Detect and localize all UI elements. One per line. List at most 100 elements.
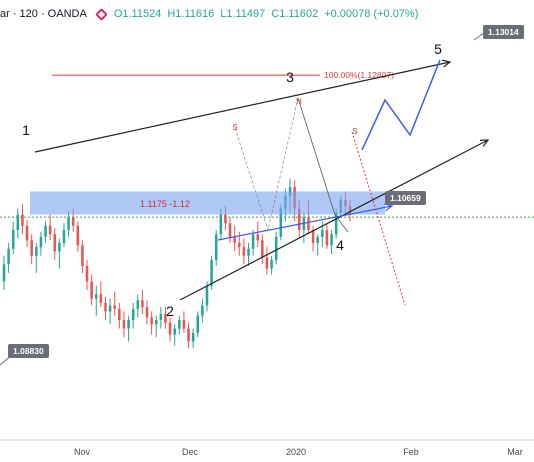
lower-trend-line-head <box>479 139 490 147</box>
candle-body <box>334 212 338 235</box>
pattern-label: H <box>296 97 302 106</box>
wave-label: 3 <box>286 69 294 85</box>
candle-body <box>159 314 163 320</box>
candle-body <box>104 302 107 312</box>
candle-body <box>173 328 176 335</box>
candle-body <box>21 214 24 226</box>
candle-body <box>330 234 333 246</box>
candle-body <box>205 285 209 306</box>
high-value: H1.11616 <box>167 8 215 20</box>
candle-body <box>131 308 135 320</box>
candle-body <box>90 281 93 299</box>
candle-body <box>187 328 190 342</box>
candle-body <box>118 308 121 320</box>
candle-body <box>201 305 204 316</box>
chart-header: ar · 120 · OANDA O1.11524 H1.11616 L1.11… <box>0 5 424 23</box>
price-tag-bottom: 1.08830 <box>8 344 49 358</box>
neckline <box>217 205 393 241</box>
candle-body <box>136 300 140 309</box>
price-tag-middle: 1.10659 <box>385 191 426 205</box>
candle-body <box>53 234 57 252</box>
candle-body <box>196 315 200 333</box>
change-value: +0.00078 (+0.07%) <box>324 8 419 20</box>
candle-body <box>182 320 186 329</box>
lower-trend-line <box>179 139 489 301</box>
candle-body <box>39 236 43 248</box>
candle-body <box>141 300 144 308</box>
candle-body <box>76 225 80 246</box>
wave-label: 4 <box>336 237 344 253</box>
candle-body <box>150 317 153 325</box>
drop-projection-line <box>351 131 406 306</box>
wave-label: 2 <box>166 303 174 319</box>
candle-body <box>108 305 112 312</box>
candle-body <box>25 225 29 241</box>
x-tick-label: 2020 <box>286 447 306 457</box>
candle-body <box>127 320 130 329</box>
candle-body <box>325 230 329 246</box>
candle-body <box>238 242 241 248</box>
pattern-label: S <box>232 123 237 132</box>
candle-body <box>113 305 116 309</box>
candle-body <box>297 208 301 230</box>
pattern-label: S <box>352 127 357 136</box>
candle-body <box>2 264 6 282</box>
price-tag-pointer <box>473 32 485 41</box>
candle-body <box>94 294 98 299</box>
candle-body <box>274 236 278 260</box>
candle-body <box>99 294 103 303</box>
x-tick-label: Feb <box>403 447 419 457</box>
open-value: O1.11524 <box>113 8 162 20</box>
candle-body <box>261 240 264 258</box>
candle-body <box>58 242 61 252</box>
candle-body <box>67 217 70 230</box>
x-tick-label: Nov <box>74 447 91 457</box>
candle-body <box>288 187 292 196</box>
projection-path <box>361 59 441 151</box>
candle-body <box>35 247 38 256</box>
candle-body <box>321 230 324 237</box>
candle-body <box>16 214 20 230</box>
candle-body <box>71 217 75 226</box>
candle-body <box>251 234 255 249</box>
candle-body <box>307 217 310 230</box>
wave-lines <box>297 97 349 233</box>
candle-body <box>247 248 250 256</box>
candle-body <box>191 332 195 342</box>
candle-body <box>233 236 236 243</box>
x-tick-label: Dec <box>182 447 199 457</box>
candle-body <box>265 257 269 269</box>
wave-label: 1 <box>22 122 30 138</box>
candle-body <box>30 240 33 256</box>
candle-body <box>62 230 66 243</box>
candle-body <box>145 307 149 318</box>
drawings-layer: 1.1175 -1.12 100.00%(1.12807) 1 2 3 4 5 S H S <box>0 32 534 366</box>
candle-body <box>256 234 260 241</box>
candle-body <box>279 208 283 237</box>
price-tag-top: 1.13014 <box>483 25 524 39</box>
candle-body <box>270 260 273 269</box>
candle-body <box>164 314 167 323</box>
close-value: C1.11602 <box>271 8 319 20</box>
candle-body <box>7 248 10 265</box>
fib-level-label: 100.00%(1.12807) <box>324 70 394 80</box>
candle-body <box>44 225 47 237</box>
candle-body <box>219 214 223 235</box>
candle-body <box>11 230 15 249</box>
x-axis: Nov Dec 2020 Feb Mar <box>0 439 534 457</box>
candle-body <box>168 322 172 335</box>
candle-body <box>214 234 218 260</box>
upper-trend-line-head <box>442 59 452 68</box>
low-value: L1.11497 <box>220 8 266 20</box>
x-tick-label: Mar <box>507 447 523 457</box>
candle-body <box>81 245 84 266</box>
market-status-icon <box>94 7 108 21</box>
resistance-zone <box>30 191 385 215</box>
candle-body <box>224 214 227 224</box>
zone-label: 1.1175 -1.12 <box>140 199 190 209</box>
candle-body <box>48 225 52 235</box>
upper-trend-line <box>34 61 451 153</box>
candle-body <box>228 223 232 237</box>
candle-body <box>178 320 181 329</box>
